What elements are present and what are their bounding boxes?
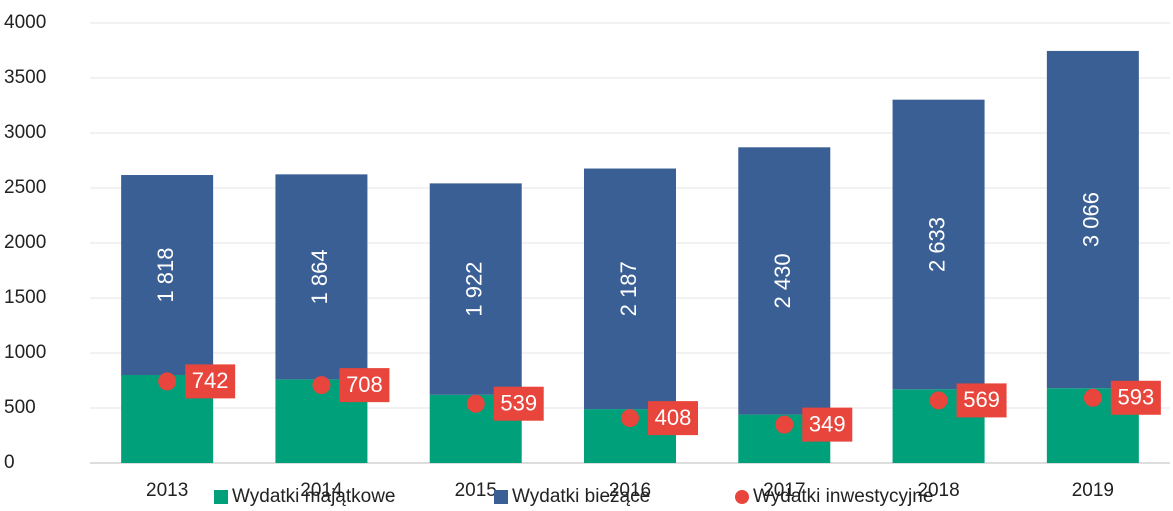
value-label: 408 <box>655 405 692 430</box>
value-label: 2 187 <box>616 261 641 316</box>
y-tick-label: 3500 <box>4 67 46 88</box>
legend-marker <box>735 490 749 504</box>
value-label: 1 864 <box>307 249 332 304</box>
value-label: 1 818 <box>153 247 178 302</box>
value-label-box <box>493 386 544 421</box>
legend-marker <box>214 490 228 504</box>
value-label-box <box>802 407 853 442</box>
bar-segment <box>121 175 214 375</box>
dot <box>621 409 639 428</box>
bar-segment <box>1046 50 1139 389</box>
value-label-box <box>648 401 698 436</box>
bar-segment <box>738 147 831 415</box>
legend-label: Wydatki inwestycyjne <box>753 486 933 507</box>
value-label: 1 922 <box>462 262 487 317</box>
y-tick-label: 2500 <box>4 177 46 198</box>
dot <box>158 372 177 391</box>
y-tick-label: 2000 <box>4 232 46 253</box>
bar-segment <box>584 168 676 410</box>
y-tick-label: 0 <box>4 452 15 473</box>
value-label-box <box>956 383 1007 418</box>
x-tick-label: 2015 <box>455 480 497 501</box>
legend-label: Wydatki majątkowe <box>232 486 396 507</box>
value-label-box <box>1110 380 1161 415</box>
value-label: 708 <box>346 372 383 397</box>
x-tick-label: 2019 <box>1072 480 1114 501</box>
y-tick-label: 3000 <box>4 122 46 143</box>
y-tick-label: 500 <box>4 397 36 418</box>
bar-segment <box>429 183 522 395</box>
y-tick-label: 1500 <box>4 287 46 308</box>
value-label: 742 <box>192 368 229 393</box>
value-label: 539 <box>500 391 537 416</box>
y-tick-label: 4000 <box>4 12 46 33</box>
value-label: 2 430 <box>770 253 795 308</box>
dot <box>929 391 948 410</box>
value-label: 593 <box>1117 385 1154 410</box>
x-tick-label: 2014 <box>300 480 343 501</box>
dot <box>775 415 794 434</box>
bar-segment <box>275 174 368 380</box>
x-tick-label: 2017 <box>763 480 805 501</box>
x-tick-label: 2018 <box>917 480 959 501</box>
value-label: 3 066 <box>1079 192 1104 247</box>
value-label: 349 <box>809 411 846 436</box>
value-label-box <box>185 364 236 399</box>
legend-label: Wydatki bieżące <box>512 486 650 507</box>
x-tick-label: 2016 <box>609 480 651 501</box>
dot <box>312 376 331 395</box>
bar-segment <box>892 99 985 390</box>
y-tick-label: 1000 <box>4 342 46 363</box>
value-label-box <box>339 368 390 403</box>
dot <box>1083 388 1102 407</box>
x-tick-label: 2013 <box>146 480 188 501</box>
value-label: 2 633 <box>924 217 949 272</box>
dot <box>466 394 485 413</box>
value-label: 569 <box>963 387 1000 412</box>
legend-marker <box>494 490 508 504</box>
